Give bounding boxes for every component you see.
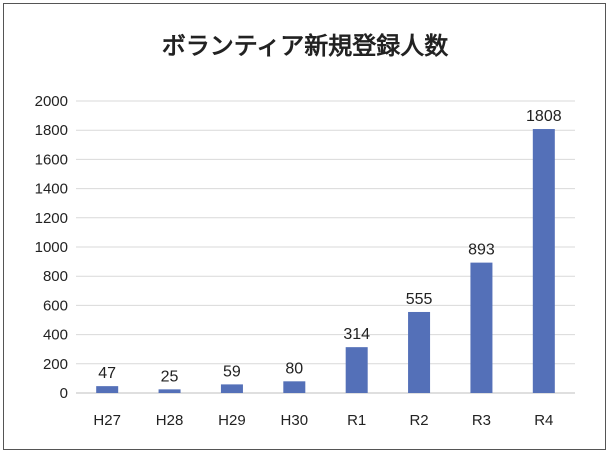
x-tick-label: R3 bbox=[472, 412, 491, 429]
data-label: 555 bbox=[406, 291, 433, 308]
x-tick-label: H29 bbox=[218, 412, 246, 429]
x-tick-label: H28 bbox=[156, 412, 184, 429]
bar-r1 bbox=[345, 347, 368, 393]
y-tick-label: 2000 bbox=[35, 93, 68, 110]
bars bbox=[96, 129, 555, 394]
y-tick-label: 400 bbox=[43, 327, 68, 344]
chart-title: ボランティア新規登録人数 bbox=[162, 32, 450, 60]
bar-r3 bbox=[470, 262, 493, 393]
data-label: 47 bbox=[98, 365, 116, 382]
data-label: 1808 bbox=[526, 108, 562, 125]
y-tick-label: 1600 bbox=[35, 151, 68, 168]
y-tick-label: 200 bbox=[43, 356, 68, 373]
x-tick-label: R1 bbox=[347, 412, 366, 429]
y-tick-label: 1000 bbox=[35, 239, 68, 256]
data-label: 25 bbox=[161, 368, 179, 385]
data-label: 314 bbox=[343, 326, 370, 343]
y-tick-label: 1200 bbox=[35, 210, 68, 227]
bar-h27 bbox=[96, 386, 119, 393]
y-tick-label: 600 bbox=[43, 297, 68, 314]
bar-h28 bbox=[158, 389, 181, 393]
y-axis-ticks: 0 200 400 600 800 1000 1200 1400 1600 1800 2000 bbox=[35, 93, 68, 402]
x-tick-label: R2 bbox=[409, 412, 428, 429]
chart-frame bbox=[3, 3, 606, 450]
bar-h30 bbox=[283, 381, 306, 393]
data-label: 59 bbox=[223, 363, 241, 380]
x-tick-label: H27 bbox=[93, 412, 121, 429]
data-labels: 47 25 59 80 314 555 893 1808 bbox=[98, 108, 561, 385]
bar-r4 bbox=[532, 129, 555, 394]
y-tick-label: 800 bbox=[43, 268, 68, 285]
data-label: 80 bbox=[285, 360, 303, 377]
y-tick-label: 1800 bbox=[35, 122, 68, 139]
x-tick-label: R4 bbox=[534, 412, 553, 429]
bar-r2 bbox=[408, 311, 431, 393]
x-tick-label: H30 bbox=[281, 412, 309, 429]
data-label: 893 bbox=[468, 242, 495, 259]
y-tick-label: 1400 bbox=[35, 181, 68, 198]
bar-h29 bbox=[220, 384, 243, 393]
gridlines bbox=[76, 100, 575, 394]
x-axis-ticks: H27 H28 H29 H30 R1 R2 R3 R4 bbox=[93, 412, 553, 429]
y-tick-label: 0 bbox=[60, 385, 68, 402]
